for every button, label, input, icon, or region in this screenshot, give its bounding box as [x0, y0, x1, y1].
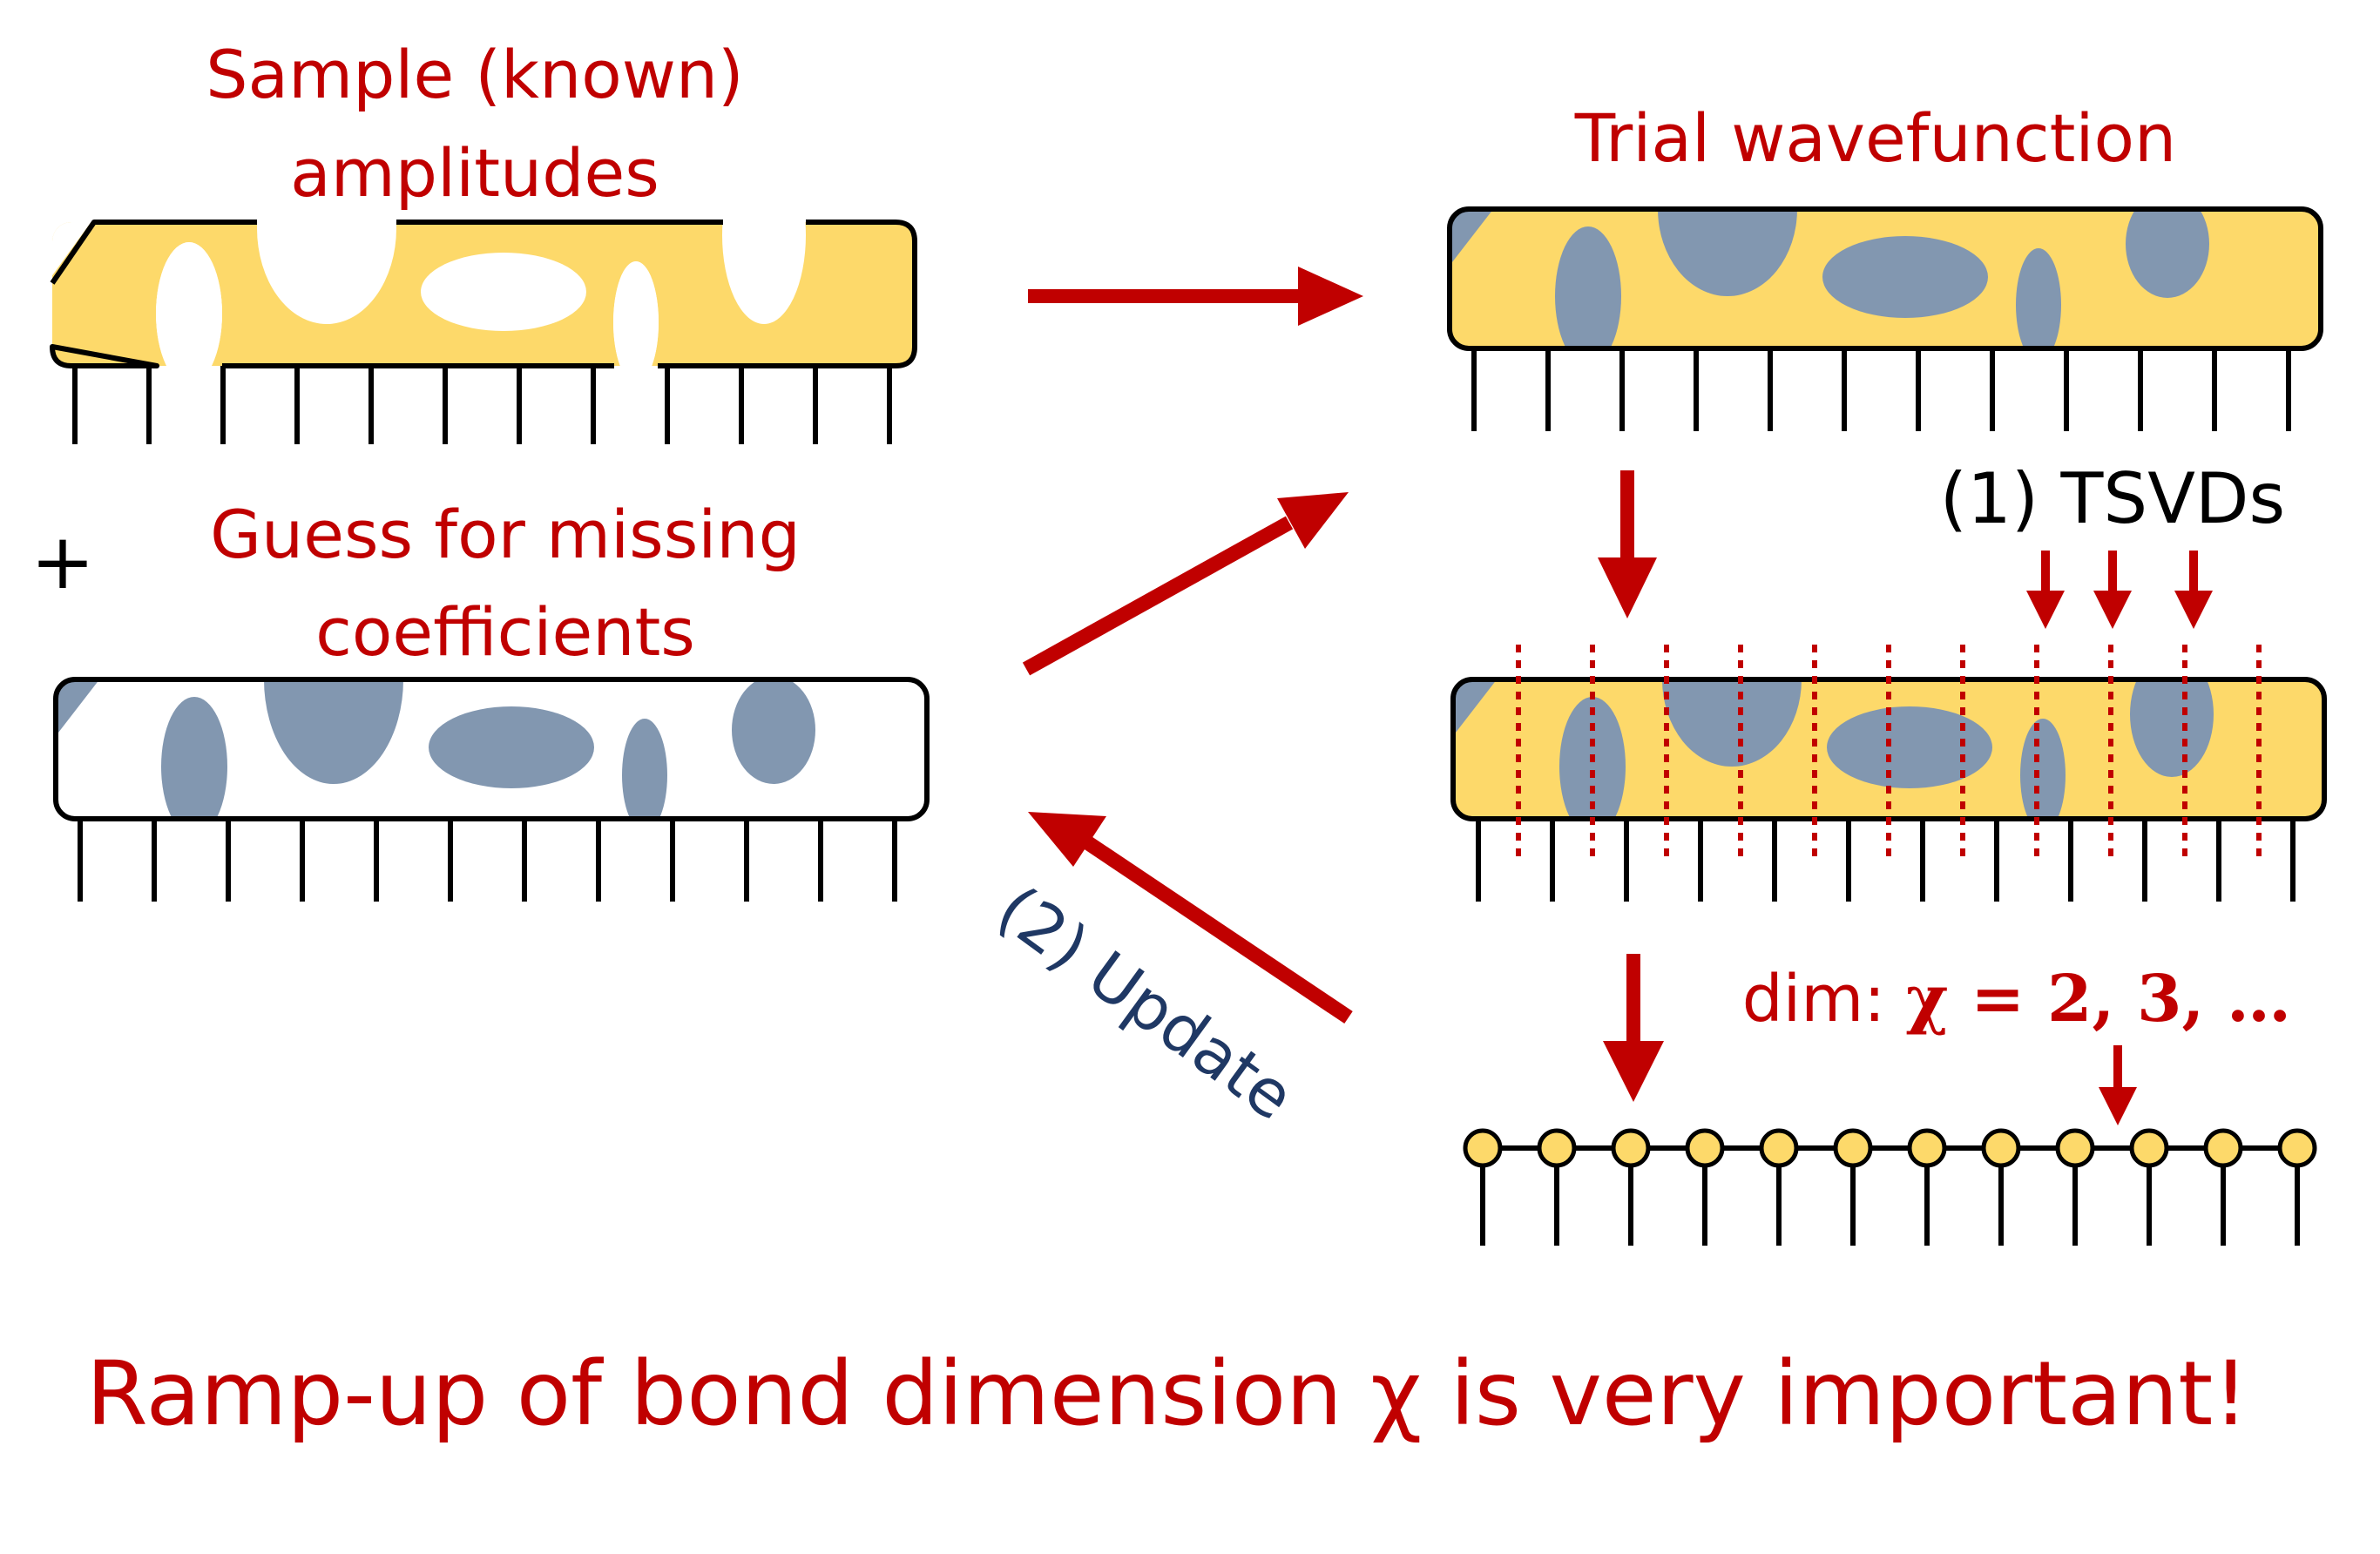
mps-site — [1981, 1128, 2021, 1168]
tsvd-tensor-legs — [1476, 819, 2295, 902]
arrow-guess-to-trial — [1022, 492, 1349, 676]
tsvd-tensor-blobs — [1453, 679, 2214, 819]
tsvd-cut-lines — [1516, 645, 2262, 862]
sample-tensor-legs — [72, 366, 892, 444]
mps-site — [1463, 1128, 1503, 1168]
guess-label-line2: coefficients — [315, 593, 695, 671]
mps-site — [1759, 1128, 1799, 1168]
mps-site — [2203, 1128, 2243, 1168]
dim-arrow — [2099, 1045, 2137, 1125]
mps-site — [1685, 1128, 1725, 1168]
dim-label-prefix: dim: — [1742, 962, 1906, 1037]
mps-site — [1907, 1128, 1947, 1168]
update-label: (2) Update — [984, 872, 1307, 1136]
sample-tensor — [50, 220, 917, 444]
mps-site — [2277, 1128, 2317, 1168]
mps-site — [1611, 1128, 1651, 1168]
arrow-tsvd-to-mps — [1603, 954, 1664, 1102]
sample-label-line2: amplitudes — [290, 134, 659, 212]
arrows — [1022, 267, 2213, 1125]
guess-tensor — [53, 677, 930, 902]
trial-tensor-blobs — [1450, 209, 2209, 348]
arrow-sample-to-trial — [1028, 267, 1363, 326]
mps-site — [1537, 1128, 1577, 1168]
trial-tensor-legs — [1471, 348, 2291, 431]
arrow-trial-to-tsvd — [1598, 470, 1657, 618]
dim-label-formula: χ = 2, 3, … — [1906, 962, 2291, 1037]
sample-label-line1: Sample (known) — [206, 36, 743, 113]
sample-tensor-outline — [50, 220, 917, 368]
mps-site — [1833, 1128, 1873, 1168]
guess-tensor-blobs — [56, 679, 815, 819]
footer-caption: Ramp-up of bond dimension χ is very impo… — [86, 1342, 2248, 1446]
sample-hole-1 — [156, 242, 222, 385]
guess-tensor-legs — [78, 819, 897, 902]
trial-tensor — [1447, 206, 2323, 431]
plus-sign: + — [30, 517, 95, 606]
mps-legs — [1480, 1148, 2300, 1246]
guess-tensor-outline — [53, 677, 930, 821]
tsvd-small-arrows — [2026, 551, 2213, 629]
arrow-update — [1028, 812, 1353, 1024]
mps-site — [2055, 1128, 2095, 1168]
trial-tensor-outline — [1447, 206, 2323, 351]
mps-chain — [1463, 1128, 2317, 1246]
tsvd-tensor — [1450, 645, 2327, 902]
tsvd-label: (1) TSVDs — [1940, 458, 2285, 539]
trial-label: Trial wavefunction — [1574, 99, 2176, 177]
sample-hole-4 — [613, 261, 659, 383]
guess-label-line1: Guess for missing — [210, 496, 801, 573]
dim-label: dim: χ = 2, 3, … — [1742, 962, 2291, 1037]
mps-sites — [1463, 1128, 2317, 1168]
mps-site — [2129, 1128, 2169, 1168]
